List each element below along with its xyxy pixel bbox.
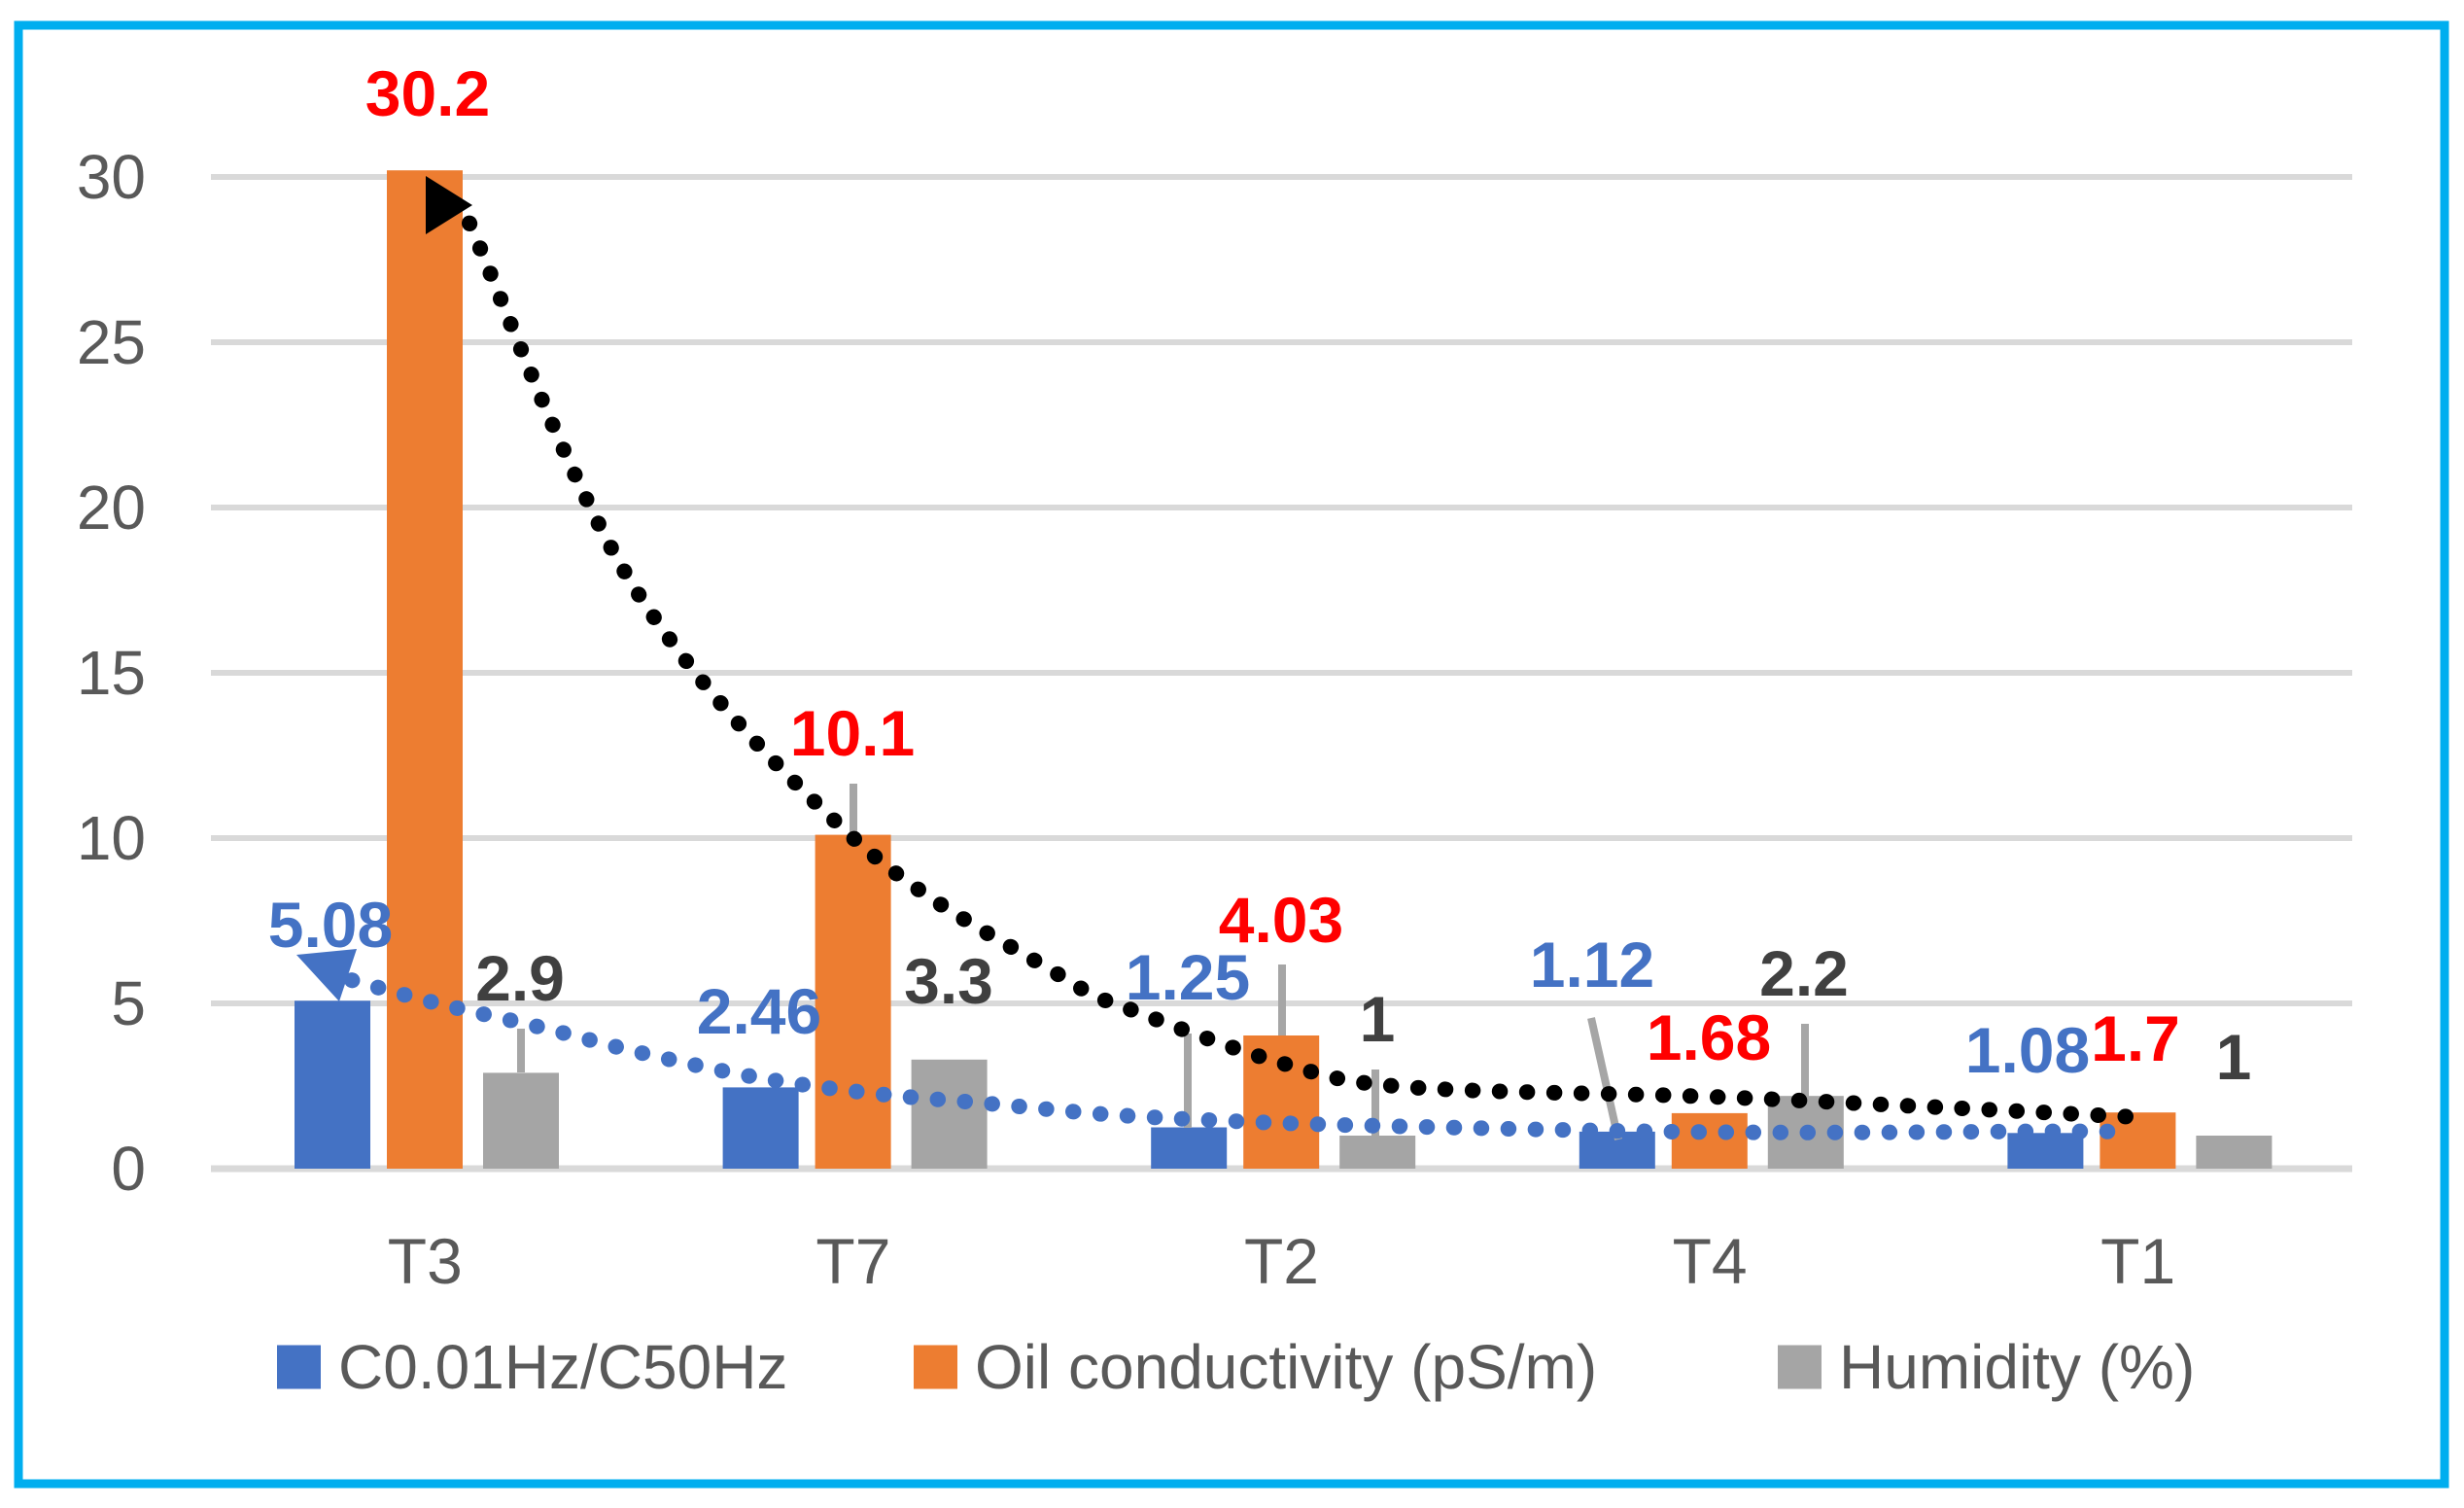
value-label-T4-series0: 1.12 — [1530, 929, 1654, 1000]
bar-T4-series1 — [1671, 1112, 1748, 1169]
legend-swatch-2 — [1778, 1345, 1822, 1389]
bar-T7-series2 — [911, 1059, 988, 1169]
bar-T2-series0 — [1151, 1127, 1228, 1169]
value-label-T2-series1: 4.03 — [1219, 884, 1343, 956]
x-axis-label-T1: T1 — [2100, 1225, 2175, 1297]
y-axis-tick-label: 10 — [77, 803, 146, 873]
bar-T7-series1 — [815, 834, 891, 1169]
value-label-T1-series0: 1.08 — [1965, 1014, 2090, 1086]
y-axis-tick-label: 30 — [77, 142, 146, 212]
legend-swatch-1 — [914, 1345, 957, 1389]
legend-label-2: Humidity (%) — [1839, 1332, 2195, 1402]
bar-T7-series0 — [722, 1087, 799, 1169]
legend-label-0: C0.01Hz/C50Hz — [338, 1332, 787, 1402]
trend-arrow-blue-icon — [296, 949, 357, 1001]
value-label-T2-series0: 1.25 — [1126, 941, 1250, 1013]
bar-T3-series1 — [387, 170, 463, 1170]
value-label-T3-series0: 5.08 — [268, 889, 393, 961]
bar-T1-series0 — [2007, 1133, 2084, 1169]
value-label-T4-series2: 2.2 — [1759, 937, 1849, 1009]
bar-T1-series1 — [2100, 1112, 2176, 1169]
bar-T2-series2 — [1339, 1136, 1416, 1169]
value-label-T7-series0: 2.46 — [697, 975, 821, 1047]
y-axis-tick-label: 5 — [111, 968, 146, 1038]
y-axis-tick-label: 15 — [77, 638, 146, 708]
value-label-T7-series2: 3.3 — [904, 945, 993, 1017]
x-axis-label-T2: T2 — [1244, 1225, 1319, 1297]
legend-label-1: Oil conductivity (pS/m) — [975, 1332, 1597, 1402]
value-label-T7-series1: 10.1 — [790, 697, 915, 769]
x-axis-label-T4: T4 — [1673, 1225, 1748, 1297]
value-label-T2-series2: 1 — [1360, 983, 1396, 1055]
y-axis-tick-label: 25 — [77, 307, 146, 377]
value-label-T3-series1: 30.2 — [365, 57, 490, 129]
trendline-oil-conductivity — [462, 215, 2144, 1125]
legend-swatch-0 — [277, 1345, 321, 1389]
bar-T3-series2 — [483, 1072, 559, 1169]
x-axis-label-T7: T7 — [816, 1225, 890, 1297]
value-label-T1-series1: 1.7 — [2091, 1002, 2180, 1074]
bar-T3-series0 — [295, 1000, 370, 1169]
value-label-T1-series2: 1 — [2216, 1021, 2252, 1093]
label-leader-line — [1587, 1017, 1622, 1140]
bar-T1-series2 — [2196, 1136, 2273, 1169]
trend-arrow-black-icon — [426, 176, 472, 234]
value-label-T3-series2: 2.9 — [475, 942, 565, 1014]
y-axis-tick-label: 0 — [111, 1134, 146, 1204]
value-label-T4-series1: 1.68 — [1647, 1001, 1771, 1073]
y-axis-tick-label: 20 — [77, 473, 146, 543]
chart-border — [14, 20, 2449, 1489]
x-axis-label-T3: T3 — [388, 1225, 463, 1297]
